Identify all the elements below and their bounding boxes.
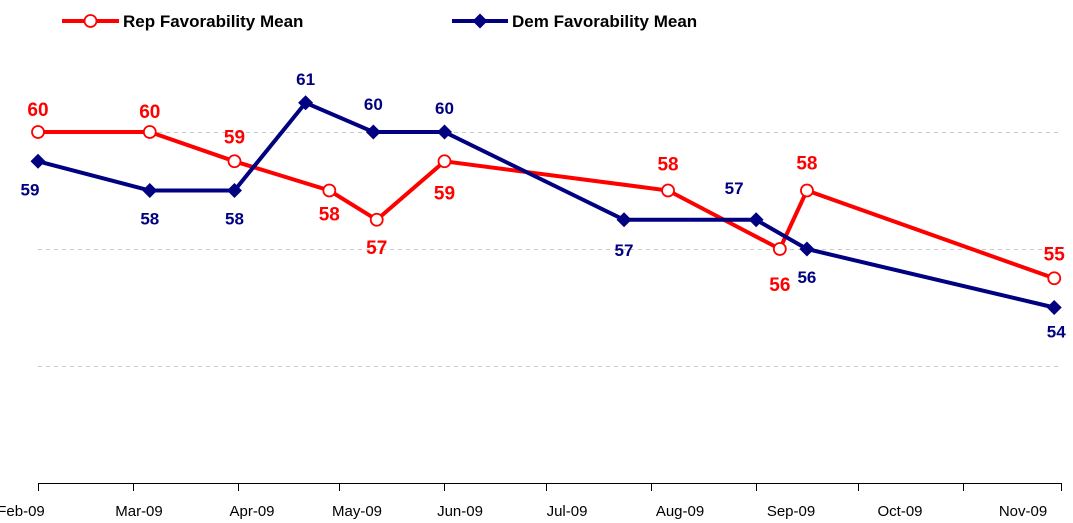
- data-point-marker: [228, 155, 240, 167]
- data-label: 55: [1044, 244, 1066, 265]
- data-point-marker: [801, 185, 813, 197]
- data-point-marker: [32, 126, 44, 138]
- data-point-marker: [437, 125, 452, 140]
- data-label: 59: [224, 127, 245, 148]
- data-label: 60: [364, 95, 383, 114]
- data-label: 59: [434, 183, 455, 204]
- data-point-marker: [662, 185, 674, 197]
- data-point-marker: [323, 185, 335, 197]
- data-label: 59: [21, 180, 40, 199]
- x-tick-label: Jul-09: [547, 503, 588, 520]
- data-label: 58: [225, 210, 244, 229]
- legend: Rep Favorability Mean Dem Favorability Me…: [62, 12, 697, 31]
- x-axis: Feb-09 Mar-09 Apr-09 May-09 Jun-09 Jul-09 Aug-…: [0, 483, 1062, 520]
- x-tick-label: Apr-09: [229, 503, 274, 520]
- data-label: 56: [769, 275, 790, 296]
- data-label: 58: [796, 154, 817, 175]
- data-point-marker: [1047, 300, 1062, 315]
- legend-marker: [85, 15, 97, 27]
- data-label: 58: [140, 210, 159, 229]
- data-point-marker: [142, 183, 157, 198]
- x-tick-label: Sep-09: [767, 503, 815, 520]
- data-point-marker: [1048, 272, 1060, 284]
- x-tick-label: May-09: [332, 503, 382, 520]
- data-label: 61: [296, 70, 315, 89]
- data-point-marker: [617, 212, 632, 227]
- legend-label: Rep Favorability Mean: [123, 12, 303, 31]
- data-labels: 60 60 59 58 57 59 58 56 58 55 59 58 58 61 60 60 57 57 56 54: [21, 70, 1067, 342]
- data-label: 54: [1047, 323, 1066, 342]
- data-label: 57: [366, 238, 387, 259]
- legend-marker: [473, 14, 488, 29]
- data-point-marker: [774, 243, 786, 255]
- series-group: [31, 95, 1062, 315]
- data-label: 60: [139, 102, 160, 123]
- x-tick-label: Nov-09: [999, 503, 1047, 520]
- gridlines: [38, 133, 1061, 367]
- data-label: 56: [797, 268, 816, 287]
- x-tick-label: Jun-09: [437, 503, 483, 520]
- legend-label: Dem Favorability Mean: [512, 12, 697, 31]
- data-label: 58: [319, 205, 340, 226]
- x-tick-label: Feb-09: [0, 503, 45, 520]
- data-label: 60: [435, 99, 454, 118]
- series-line: [38, 103, 1054, 308]
- x-tick-label: Oct-09: [877, 503, 922, 520]
- data-label: 58: [657, 155, 678, 176]
- data-label: 60: [27, 100, 48, 121]
- data-point-marker: [366, 125, 381, 140]
- data-label: 57: [725, 179, 744, 198]
- data-point-marker: [438, 155, 450, 167]
- data-point-marker: [371, 214, 383, 226]
- x-tick-label: Mar-09: [115, 503, 163, 520]
- data-label: 57: [615, 241, 634, 260]
- x-tick-label: Aug-09: [656, 503, 704, 520]
- data-point-marker: [144, 126, 156, 138]
- data-point-marker: [31, 154, 46, 169]
- series-line: [38, 132, 1054, 278]
